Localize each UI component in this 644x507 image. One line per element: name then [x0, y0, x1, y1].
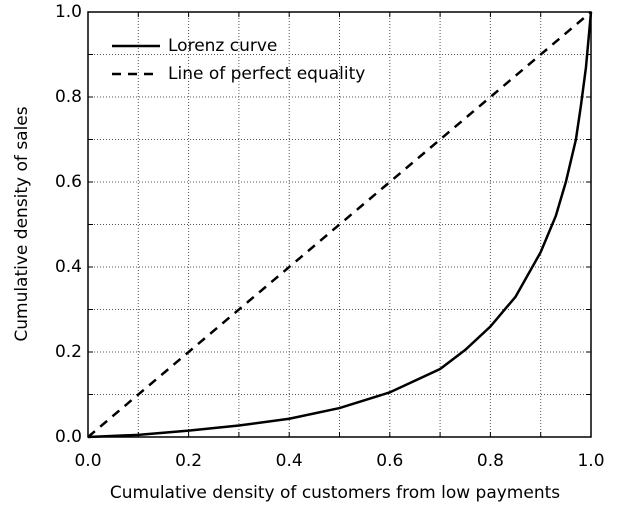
y-tick-label: 1.0 — [55, 2, 82, 22]
x-tick-label: 0.2 — [175, 451, 202, 471]
x-tick-label: 0.8 — [477, 451, 504, 471]
y-tick-label: 0.4 — [55, 257, 82, 277]
y-tick-label: 0.6 — [55, 172, 82, 192]
x-tick-label: 1.0 — [577, 451, 604, 471]
y-tick-label: 0.2 — [55, 342, 82, 362]
series-line — [87, 11, 592, 438]
x-axis-label: Cumulative density of customers from low… — [110, 483, 560, 503]
plot-frame — [87, 11, 592, 438]
x-tick-label: 0.6 — [376, 451, 403, 471]
legend-label: Lorenz curve — [168, 36, 277, 56]
x-tick-label: 0.0 — [74, 451, 101, 471]
x-tick-label: 0.4 — [276, 451, 303, 471]
y-tick-label: 0.0 — [55, 427, 82, 447]
y-axis-label: Cumulative density of sales — [12, 106, 32, 341]
series-line — [87, 11, 593, 439]
y-tick-label: 0.8 — [55, 87, 82, 107]
legend-label: Line of perfect equality — [168, 64, 365, 84]
